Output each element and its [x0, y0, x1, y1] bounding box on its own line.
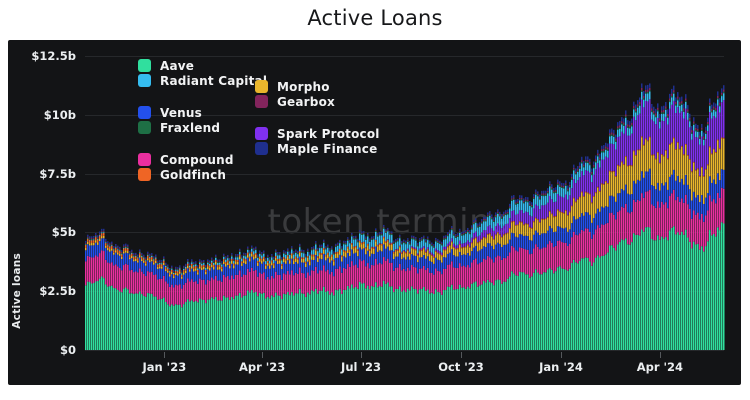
- y-tick-label: $12.5b: [31, 49, 76, 63]
- legend-swatch-icon: [138, 168, 151, 181]
- y-tick-label: $10b: [43, 107, 76, 122]
- legend-label: Aave: [160, 58, 195, 73]
- legend-swatch-icon: [138, 121, 151, 134]
- y-tick-label: $5b: [51, 225, 76, 240]
- legend-group: Venus Fraxlend: [138, 105, 267, 135]
- legend-item-radiant-capital[interactable]: Radiant Capital: [138, 73, 267, 88]
- legend-group: Spark Protocol Maple Finance: [255, 126, 380, 156]
- x-tick-label: Apr '23: [238, 360, 286, 374]
- legend-group: Morpho Gearbox: [255, 79, 380, 109]
- legend-item-compound[interactable]: Compound: [138, 152, 267, 167]
- legend-swatch-icon: [138, 59, 151, 72]
- page-title: Active Loans: [307, 6, 443, 30]
- legend-swatch-icon: [255, 80, 268, 93]
- x-tick-label: Oct '23: [438, 360, 484, 374]
- legend-label: Radiant Capital: [160, 73, 268, 88]
- legend-column-2: Morpho Gearbox Spark Protocol Maple Finance: [255, 79, 380, 173]
- legend-swatch-icon: [138, 106, 151, 119]
- legend-item-maple-finance[interactable]: Maple Finance: [255, 141, 380, 156]
- legend-group: Aave Radiant Capital: [138, 58, 267, 88]
- legend-label: Morpho: [277, 79, 330, 94]
- legend-item-spark-protocol[interactable]: Spark Protocol: [255, 126, 380, 141]
- stacked-area-chart[interactable]: [8, 40, 741, 385]
- legend-swatch-icon: [255, 95, 268, 108]
- legend-group: Compound Goldfinch: [138, 152, 267, 182]
- x-tick-label: Jan '24: [539, 360, 583, 374]
- y-tick-label: $0: [59, 343, 76, 357]
- legend-label: Goldfinch: [160, 167, 227, 182]
- legend-label: Fraxlend: [160, 120, 221, 135]
- x-tick-label: Jan '23: [142, 360, 187, 374]
- legend-swatch-icon: [255, 127, 268, 140]
- legend-item-gearbox[interactable]: Gearbox: [255, 94, 380, 109]
- x-tick-label: Apr '24: [636, 360, 684, 374]
- legend-item-aave[interactable]: Aave: [138, 58, 267, 73]
- legend-item-goldfinch[interactable]: Goldfinch: [138, 167, 267, 182]
- y-tick-label: $2.5b: [39, 284, 76, 299]
- x-tick-label: Jul '23: [341, 360, 381, 374]
- legend-item-venus[interactable]: Venus: [138, 105, 267, 120]
- legend-label: Spark Protocol: [277, 126, 380, 141]
- legend-column-1: Aave Radiant Capital Venus Fraxlend Compound…: [138, 58, 267, 199]
- legend-item-morpho[interactable]: Morpho: [255, 79, 380, 94]
- legend-label: Compound: [160, 152, 234, 167]
- legend-swatch-icon: [138, 74, 151, 87]
- legend-label: Venus: [160, 105, 202, 120]
- legend-item-fraxlend[interactable]: Fraxlend: [138, 120, 267, 135]
- chart-panel: Active loans token terminal $0$2.5b$5b$7…: [8, 40, 741, 385]
- legend-label: Maple Finance: [277, 141, 378, 156]
- legend-swatch-icon: [255, 142, 268, 155]
- legend-label: Gearbox: [277, 94, 335, 109]
- legend-swatch-icon: [138, 153, 151, 166]
- y-tick-label: $7.5b: [39, 166, 76, 181]
